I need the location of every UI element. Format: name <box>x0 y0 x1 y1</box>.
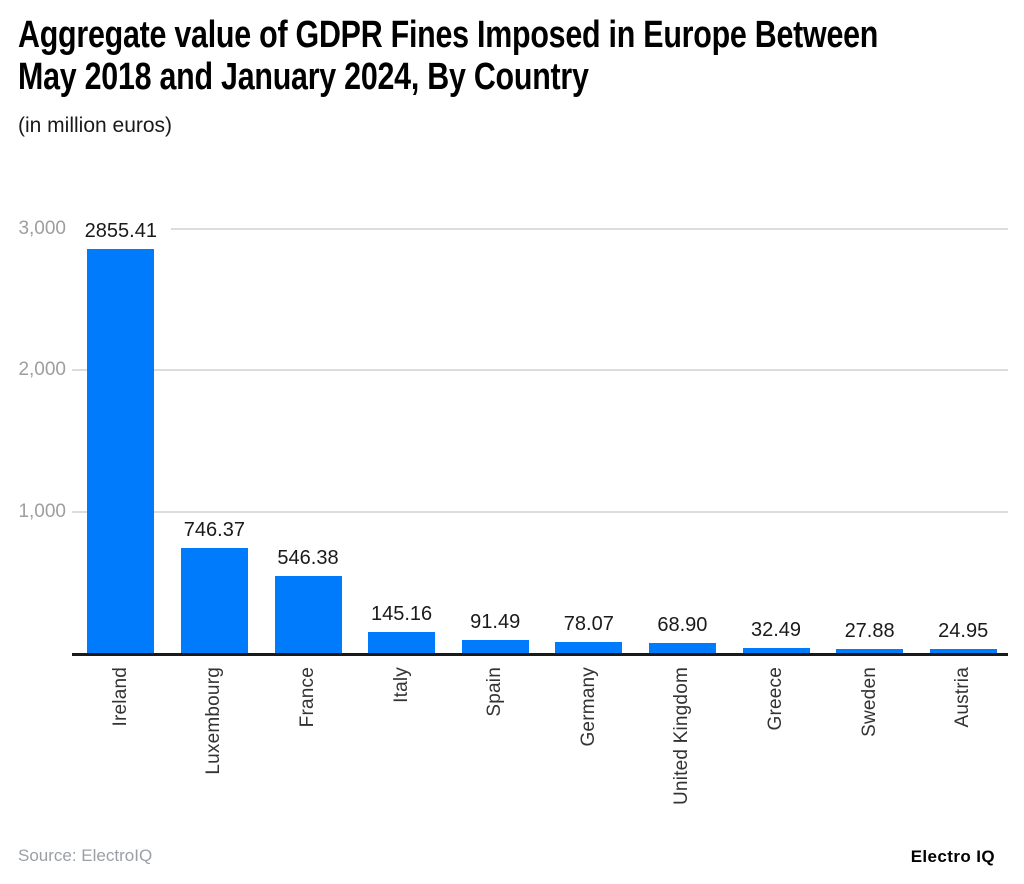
chart-title-line-1: Aggregate value of GDPR Fines Imposed in… <box>18 14 879 56</box>
bar-spain <box>461 640 529 653</box>
bar-germany <box>555 642 623 653</box>
value-label: 91.49 <box>445 610 546 634</box>
category-label: Spain <box>484 667 506 717</box>
bar-sweden <box>836 649 904 653</box>
category-label: France <box>297 667 318 728</box>
y-axis-tick-label: 3,000 <box>18 218 66 239</box>
value-label: 746.37 <box>164 518 265 542</box>
gridline-3000 <box>72 228 1008 230</box>
chart-subtitle: (in million euros) <box>18 114 173 137</box>
category-label: Austria <box>952 667 974 728</box>
chart-title: Aggregate value of GDPR Fines Imposed in… <box>18 14 1024 98</box>
value-label: 24.95 <box>913 619 1014 643</box>
value-label: 546.38 <box>258 546 358 570</box>
value-label: 68.90 <box>632 613 733 637</box>
bar-austria <box>929 649 997 653</box>
source-note: Source: ElectroIQ <box>18 846 153 865</box>
category-label: Greece <box>765 667 786 731</box>
bar-greece <box>742 648 810 653</box>
category-label: Luxembourg <box>203 667 225 775</box>
category-label: Italy <box>390 667 412 703</box>
bar-united-kingdom <box>648 643 716 653</box>
category-label: United Kingdom <box>671 667 693 805</box>
gridline-2000 <box>72 369 1008 372</box>
value-label: 32.49 <box>726 618 826 642</box>
bar-ireland <box>87 249 155 653</box>
value-label: 78.07 <box>538 612 639 636</box>
y-axis-tick-label: 1,000 <box>18 500 66 522</box>
bar-italy <box>368 632 436 653</box>
bar-france <box>274 576 342 653</box>
value-label: 27.88 <box>819 619 920 643</box>
category-label: Germany <box>577 667 599 747</box>
bar-luxembourg <box>180 548 248 653</box>
category-label: Sweden <box>858 667 880 737</box>
chart-title-line-2: May 2018 and January 2024, By Country <box>18 56 589 98</box>
y-axis-tick-label: 2,000 <box>18 359 66 381</box>
category-label: Ireland <box>109 667 131 727</box>
brand-logo: Electro IQ <box>910 847 995 866</box>
value-label: 2855.41 <box>70 219 171 243</box>
gridline-1000 <box>72 510 1008 513</box>
value-label: 145.16 <box>351 602 452 626</box>
x-axis-line <box>72 653 1008 656</box>
